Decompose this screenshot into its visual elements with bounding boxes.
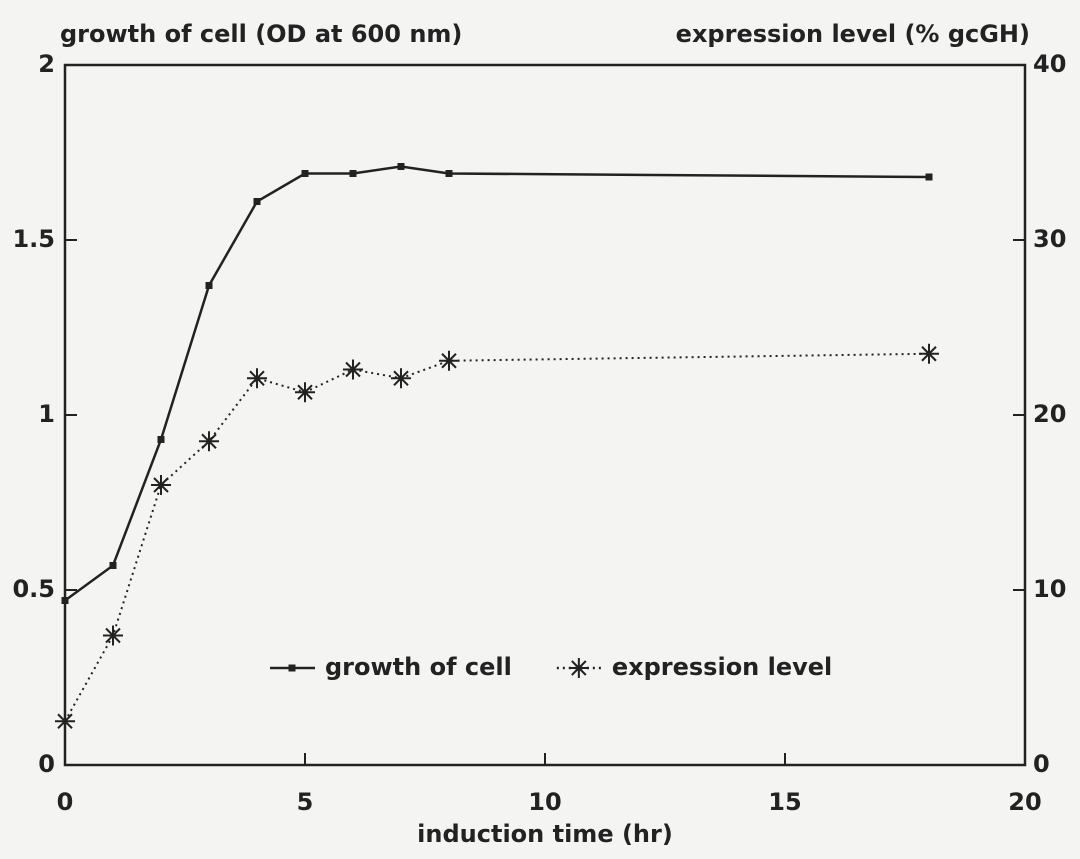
point <box>295 382 315 402</box>
y2-tick-label: 30 <box>1033 225 1066 253</box>
page: growth of cell (OD at 600 nm) expression… <box>0 0 1080 859</box>
x-tick-label: 15 <box>768 788 801 816</box>
point <box>391 368 411 388</box>
point <box>350 170 357 177</box>
point <box>199 431 219 451</box>
y2-tick-label: 40 <box>1033 50 1066 78</box>
point <box>398 163 405 170</box>
y2-tick-label: 10 <box>1033 575 1066 603</box>
legend-marker <box>289 665 296 672</box>
x-tick-label: 10 <box>528 788 561 816</box>
point <box>919 344 939 364</box>
point <box>103 626 123 646</box>
point <box>343 360 363 380</box>
y-axis-label: growth of cell (OD at 600 nm) <box>60 20 462 48</box>
legend-marker <box>569 658 589 678</box>
y-tick-label: 1 <box>38 400 55 428</box>
point <box>247 368 267 388</box>
x-tick-label: 20 <box>1008 788 1041 816</box>
point <box>302 170 309 177</box>
point <box>254 198 261 205</box>
y-tick-label: 0 <box>38 750 55 778</box>
y-tick-label: 0.5 <box>12 575 55 603</box>
point <box>55 711 75 731</box>
legend-label: growth of cell <box>325 653 512 681</box>
plot-frame <box>65 65 1025 765</box>
y2-tick-label: 0 <box>1033 750 1050 778</box>
x-axis-label: induction time (hr) <box>417 820 673 848</box>
legend-label: expression level <box>612 653 832 681</box>
x-tick-label: 0 <box>57 788 74 816</box>
y-tick-label: 2 <box>38 50 55 78</box>
y-tick-label: 1.5 <box>12 225 55 253</box>
point <box>926 174 933 181</box>
chart: growth of cell (OD at 600 nm) expression… <box>0 0 1080 859</box>
point <box>151 475 171 495</box>
series-line <box>65 167 929 601</box>
x-tick-label: 5 <box>297 788 314 816</box>
y2-axis-label: expression level (% gcGH) <box>676 20 1030 48</box>
point <box>110 562 117 569</box>
point <box>158 436 165 443</box>
point <box>446 170 453 177</box>
point <box>206 282 213 289</box>
y2-tick-label: 20 <box>1033 400 1066 428</box>
point <box>439 351 459 371</box>
point <box>62 597 69 604</box>
